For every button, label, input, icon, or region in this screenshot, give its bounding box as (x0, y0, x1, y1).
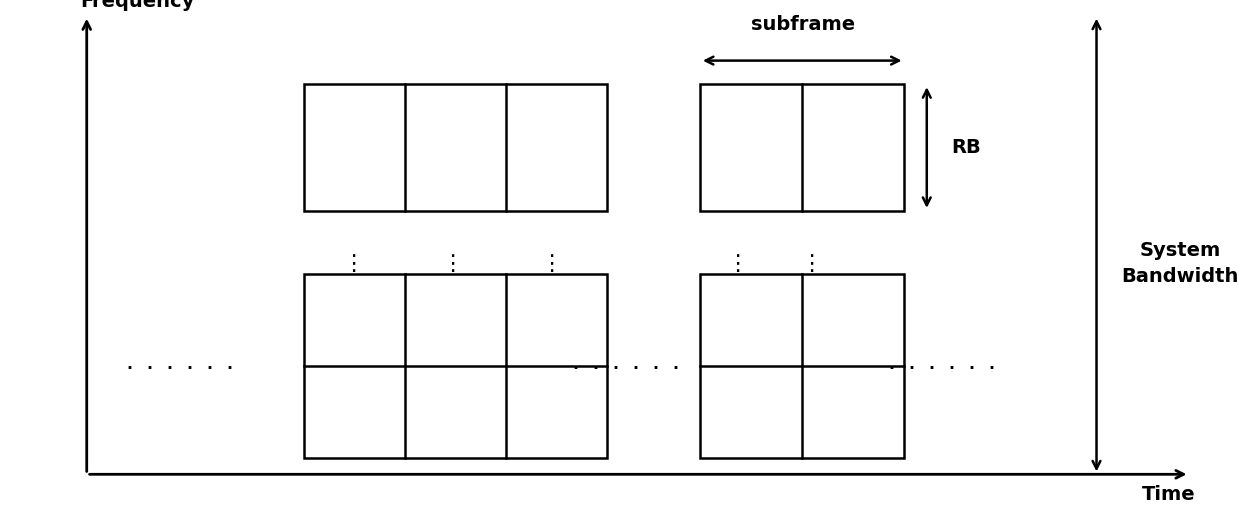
Text: Frequency: Frequency (81, 0, 195, 11)
Text: subframe: subframe (751, 15, 855, 34)
Bar (304, 274, 607, 458)
Text: . . . . . .: . . . . . . (125, 355, 234, 373)
Text: Time: Time (1142, 485, 1196, 504)
Text: . . . . . .: . . . . . . (571, 355, 680, 373)
Text: System
Bandwidth: System Bandwidth (1121, 241, 1239, 286)
Bar (304, 84, 607, 211)
Text: RB: RB (952, 138, 981, 157)
Text: ⋮: ⋮ (726, 253, 748, 274)
Text: . . . . . .: . . . . . . (887, 355, 996, 373)
Text: ⋮: ⋮ (342, 253, 364, 274)
Text: ⋮: ⋮ (540, 253, 563, 274)
Bar (700, 84, 904, 211)
Bar (700, 274, 904, 458)
Text: ⋮: ⋮ (800, 253, 823, 274)
Text: ⋮: ⋮ (441, 253, 463, 274)
